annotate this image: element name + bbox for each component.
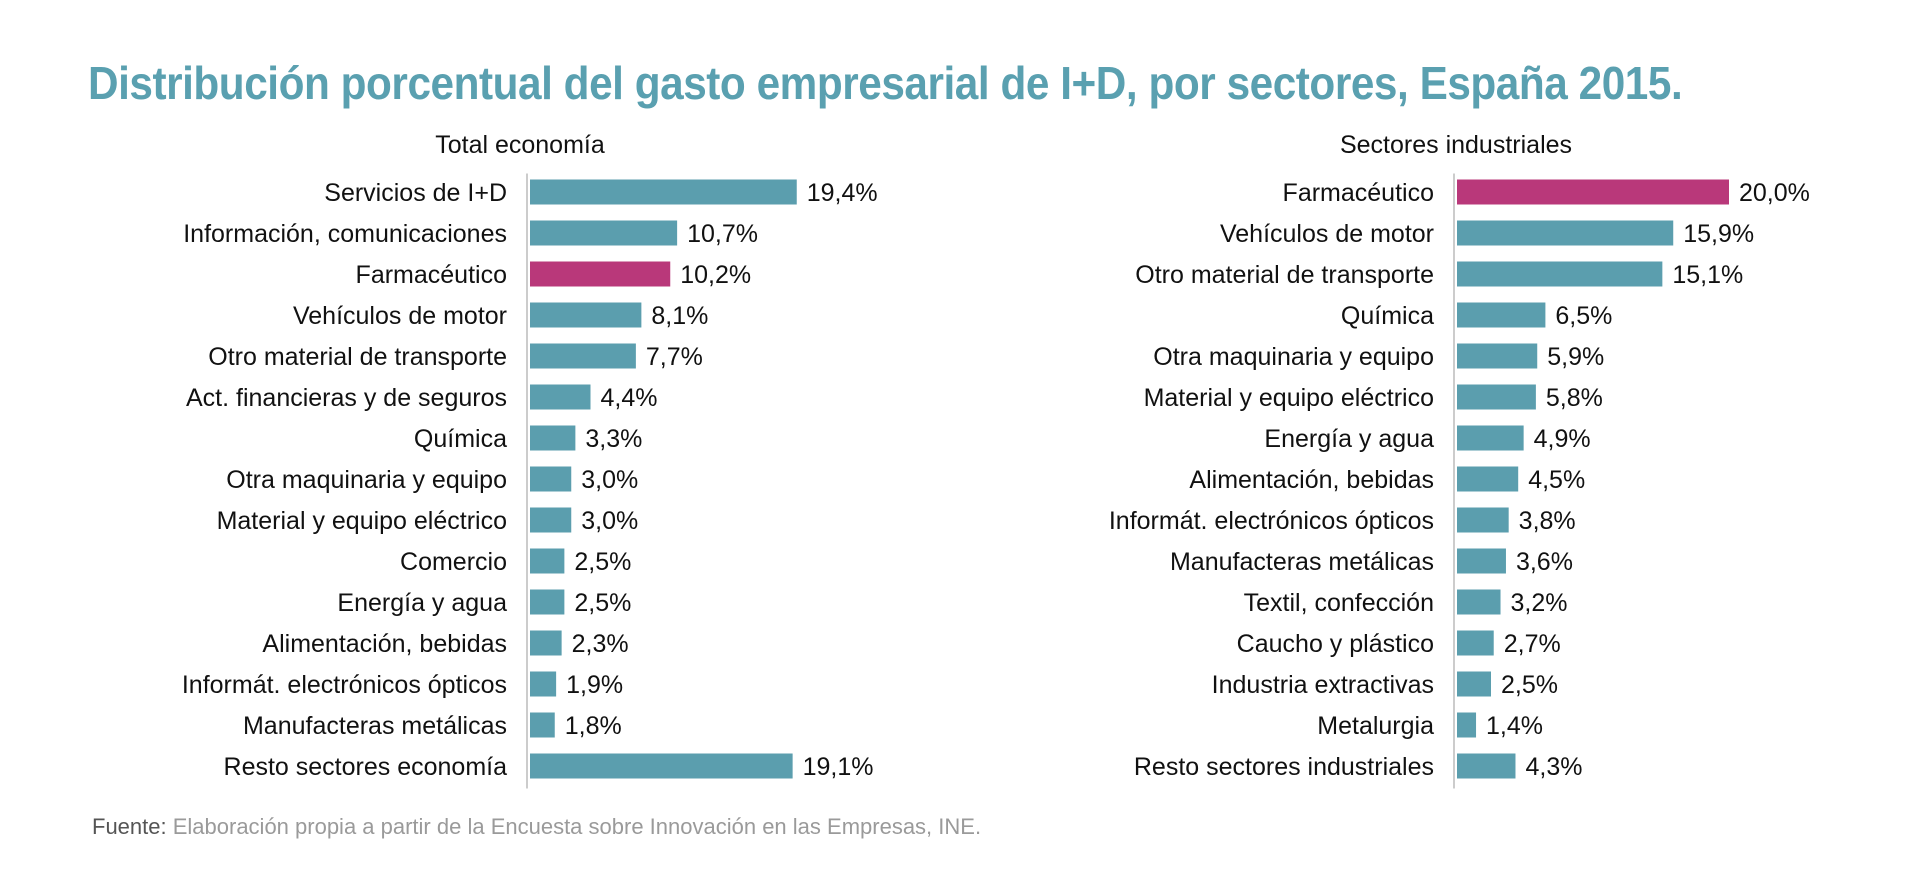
value-label: 2,5%: [574, 589, 631, 617]
value-label: 2,5%: [574, 548, 631, 576]
value-label: 4,9%: [1534, 425, 1591, 453]
category-label: Farmacéutico: [1283, 179, 1434, 207]
bar: [530, 261, 671, 287]
category-label: Material y equipo eléctrico: [217, 507, 507, 535]
bar: [530, 343, 636, 369]
value-label: 1,4%: [1486, 712, 1543, 740]
bar: [1457, 261, 1663, 287]
category-label: Manufacteras metálicas: [243, 712, 507, 740]
value-label: 6,5%: [1555, 302, 1612, 330]
value-label: 3,6%: [1516, 548, 1573, 576]
category-label: Vehículos de motor: [1220, 220, 1434, 248]
bar-chart-2: Sectores industriales Farmacéutico 20,0% Ve…: [1109, 131, 1810, 789]
chart-subtitle: Sectores industriales: [1340, 131, 1572, 159]
source-lead: Fuente:: [92, 814, 167, 839]
value-label: 5,8%: [1546, 384, 1603, 412]
value-label: 10,2%: [680, 261, 751, 289]
category-label: Manufacteras metálicas: [1170, 548, 1434, 576]
value-label: 2,7%: [1504, 630, 1561, 658]
source-text: Elaboración propia a partir de la Encues…: [166, 814, 982, 839]
category-label: Energía y agua: [1264, 425, 1434, 453]
category-label: Metalurgia: [1317, 712, 1434, 740]
category-label: Comercio: [400, 548, 507, 576]
value-label: 15,1%: [1672, 261, 1743, 289]
bar: [530, 302, 642, 328]
value-label: 2,5%: [1501, 671, 1558, 699]
value-label: 8,1%: [651, 302, 708, 330]
bar: [1457, 589, 1501, 615]
bar: [1457, 384, 1536, 410]
bar: [530, 548, 565, 574]
category-label: Química: [414, 425, 507, 453]
value-label: 10,7%: [687, 220, 758, 248]
bar: [1457, 425, 1524, 451]
bar: [1457, 548, 1506, 574]
category-label: Información, comunicaciones: [183, 220, 507, 248]
category-label: Otra maquinaria y equipo: [226, 466, 507, 494]
category-label: Act. financieras y de seguros: [186, 384, 507, 412]
value-label: 1,9%: [566, 671, 623, 699]
bar: [530, 179, 797, 205]
category-label: Servicios de I+D: [324, 179, 507, 207]
bar: [530, 753, 793, 779]
value-label: 4,4%: [601, 384, 658, 412]
category-label: Vehículos de motor: [293, 302, 507, 330]
category-label: Alimentación, bebidas: [1189, 466, 1434, 494]
bar: [1457, 753, 1516, 779]
bar: [530, 425, 576, 451]
value-label: 20,0%: [1739, 179, 1810, 207]
bar: [530, 630, 562, 656]
bar: [530, 671, 557, 697]
value-label: 4,5%: [1528, 466, 1585, 494]
category-label: Industria extractivas: [1212, 671, 1434, 699]
value-label: 3,0%: [581, 466, 638, 494]
bar: [1457, 466, 1519, 492]
source-note: Fuente: Elaboración propia a partir de l…: [92, 814, 981, 840]
value-label: 4,3%: [1525, 753, 1582, 781]
bar: [1457, 343, 1538, 369]
value-label: 1,8%: [565, 712, 622, 740]
category-label: Farmacéutico: [356, 261, 507, 289]
category-label: Material y equipo eléctrico: [1144, 384, 1434, 412]
bar: [530, 220, 678, 246]
bar: [1457, 302, 1546, 328]
bar-chart-1: Total economía Servicios de I+D 19,4% Infor…: [182, 131, 878, 789]
category-label: Resto sectores economía: [224, 753, 508, 781]
value-label: 7,7%: [646, 343, 703, 371]
bar: [530, 384, 591, 410]
category-label: Energía y agua: [337, 589, 507, 617]
category-label: Informát. electrónicos ópticos: [182, 671, 507, 699]
bar: [530, 712, 555, 738]
value-label: 3,2%: [1511, 589, 1568, 617]
chart-title: Distribución porcentual del gasto empres…: [88, 57, 1683, 109]
value-label: 2,3%: [572, 630, 629, 658]
bar: [530, 466, 572, 492]
category-label: Química: [1341, 302, 1434, 330]
value-label: 19,1%: [803, 753, 874, 781]
value-label: 3,3%: [585, 425, 642, 453]
bar: [1457, 712, 1477, 738]
category-label: Otro material de transporte: [1135, 261, 1434, 289]
bar: [1457, 179, 1729, 205]
value-label: 19,4%: [807, 179, 878, 207]
value-label: 15,9%: [1683, 220, 1754, 248]
category-label: Informát. electrónicos ópticos: [1109, 507, 1434, 535]
bar: [1457, 630, 1494, 656]
category-label: Textil, confección: [1244, 589, 1434, 617]
category-label: Otra maquinaria y equipo: [1153, 343, 1434, 371]
bar: [530, 507, 572, 533]
chart-subtitle: Total economía: [435, 131, 605, 159]
bar: [1457, 671, 1491, 697]
category-label: Caucho y plástico: [1237, 630, 1434, 658]
category-label: Resto sectores industriales: [1134, 753, 1434, 781]
value-label: 5,9%: [1547, 343, 1604, 371]
category-label: Alimentación, bebidas: [262, 630, 507, 658]
value-label: 3,0%: [581, 507, 638, 535]
bar: [1457, 507, 1509, 533]
bar: [1457, 220, 1674, 246]
value-label: 3,8%: [1519, 507, 1576, 535]
bar: [530, 589, 565, 615]
category-label: Otro material de transporte: [208, 343, 507, 371]
